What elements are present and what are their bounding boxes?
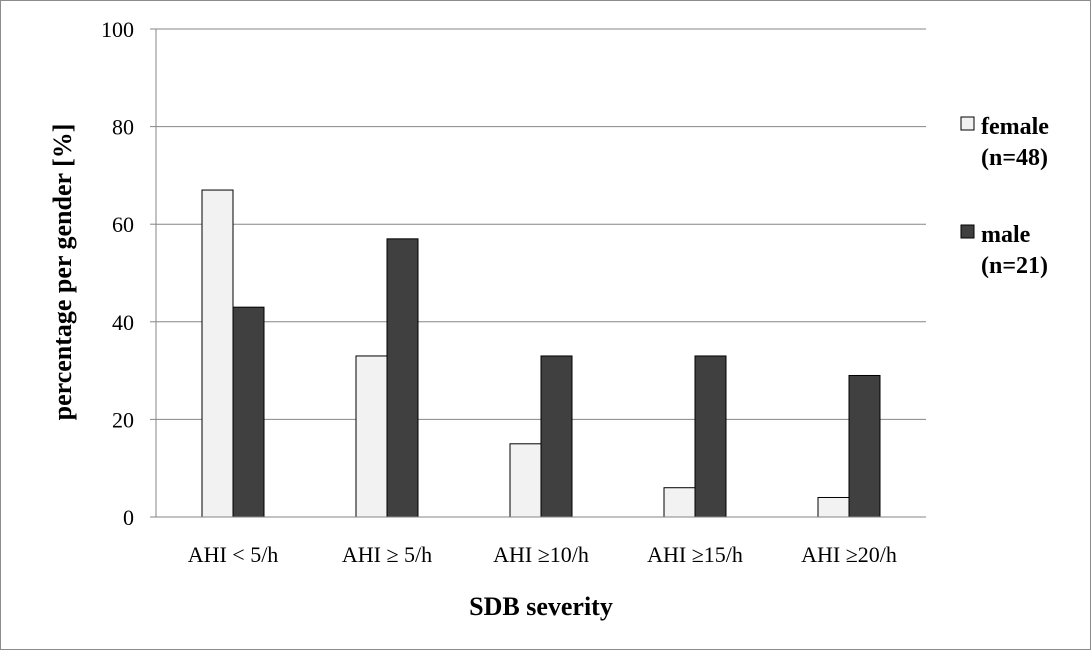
x-tick-label: AHI ≥10/h bbox=[493, 542, 589, 567]
y-tick-labels: 0 20 40 60 80 100 bbox=[101, 17, 134, 530]
y-tick-label: 80 bbox=[112, 115, 134, 140]
bar-male-0 bbox=[232, 306, 265, 518]
legend-swatch bbox=[960, 116, 975, 131]
y-tick-label: 100 bbox=[101, 17, 134, 42]
legend-label: (n=48) bbox=[981, 145, 1048, 171]
bar-female-2 bbox=[509, 443, 542, 518]
x-tick-label: AHI < 5/h bbox=[188, 542, 279, 567]
bar-female-3 bbox=[663, 487, 696, 518]
bar-male-4 bbox=[848, 374, 881, 518]
axes bbox=[150, 28, 926, 518]
legend-label: male bbox=[981, 222, 1031, 248]
bar-female-0 bbox=[201, 189, 234, 518]
y-tick-label: 0 bbox=[123, 505, 134, 530]
x-axis-title: SDB severity bbox=[469, 592, 613, 621]
bar-male-3 bbox=[694, 355, 727, 518]
x-tick-label: AHI ≥ 5/h bbox=[342, 542, 432, 567]
legend-swatch bbox=[960, 224, 975, 239]
y-tick-label: 20 bbox=[112, 407, 134, 432]
bars bbox=[201, 189, 881, 518]
legend: female (n=48) male (n=21) bbox=[960, 114, 1049, 279]
y-tick-label: 60 bbox=[112, 212, 134, 237]
x-tick-labels: AHI < 5/h AHI ≥ 5/h AHI ≥10/h AHI ≥15/h AHI … bbox=[188, 542, 897, 567]
legend-label: (n=21) bbox=[981, 253, 1048, 279]
x-tick-label: AHI ≥20/h bbox=[801, 542, 897, 567]
bar-male-1 bbox=[386, 238, 419, 518]
y-axis-title: percentage per gender [%] bbox=[48, 124, 77, 421]
bar-male-2 bbox=[540, 355, 573, 518]
y-tick-label: 40 bbox=[112, 310, 134, 335]
gridlines bbox=[156, 28, 926, 420]
bar-female-4 bbox=[817, 496, 850, 518]
legend-label: female bbox=[981, 114, 1049, 140]
x-tick-label: AHI ≥15/h bbox=[647, 542, 743, 567]
bar-female-1 bbox=[355, 355, 388, 518]
